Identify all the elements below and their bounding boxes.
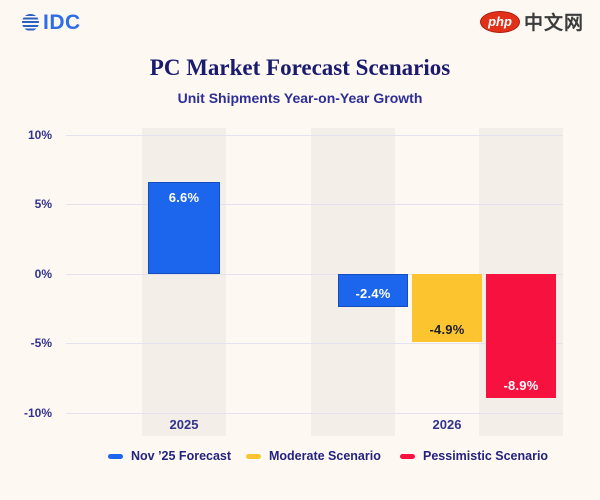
idc-globe-icon (22, 14, 39, 31)
chart-plot-area: 6.6% -2.4% -4.9% -8.9% 2025 2026 (58, 128, 563, 436)
x-axis-label-2025: 2025 (169, 417, 199, 432)
php-badge-icon: php (479, 10, 520, 33)
legend-label: Nov ’25 Forecast (131, 449, 232, 463)
site-name-text: 中文网 (523, 13, 584, 34)
legend-swatch-red (400, 453, 415, 459)
gridline-10 (66, 135, 563, 136)
legend-item-moderate-scenario: Moderate Scenario (246, 449, 381, 463)
bar-2026-moderate-scenario: -4.9% (412, 274, 482, 342)
x-axis-label-2026: 2026 (432, 417, 462, 432)
idc-logo-text: IDC (43, 11, 81, 34)
gridline-5 (66, 204, 563, 205)
y-axis-tick-10: 10% (27, 128, 52, 142)
bar-value-label: -4.9% (429, 322, 465, 337)
php-cn-site-logo[interactable]: php 中文网 (479, 8, 584, 35)
legend-label: Pessimistic Scenario (423, 449, 549, 463)
bar-value-label: -8.9% (503, 378, 539, 393)
legend-label: Moderate Scenario (269, 449, 381, 463)
legend-swatch-blue (108, 453, 123, 459)
bar-value-label: 6.6% (168, 190, 200, 205)
gridline-neg10 (66, 413, 563, 414)
chart-title: PC Market Forecast Scenarios (149, 55, 451, 80)
bar-2025-nov-forecast: 6.6% (148, 182, 220, 274)
background-band (142, 128, 227, 436)
y-axis-tick-neg5: -5% (30, 336, 52, 350)
legend-item-pessimistic-scenario: Pessimistic Scenario (400, 449, 548, 463)
legend-item-nov-25-forecast: Nov ’25 Forecast (108, 449, 231, 463)
legend-swatch-yellow (246, 453, 261, 459)
chart-subtitle: Unit Shipments Year-on-Year Growth (177, 90, 423, 106)
gridline-0 (66, 274, 563, 275)
gridline-neg5 (66, 343, 563, 344)
bar-2026-pessimistic-scenario: -8.9% (486, 274, 556, 398)
y-axis-tick-5: 5% (34, 197, 52, 211)
idc-logo[interactable]: IDC (22, 12, 81, 33)
bar-value-label: -2.4% (355, 286, 391, 301)
bar-2026-nov-forecast: -2.4% (338, 274, 408, 307)
y-axis-tick-0: 0% (34, 267, 52, 281)
y-axis-tick-neg10: -10% (23, 406, 52, 420)
